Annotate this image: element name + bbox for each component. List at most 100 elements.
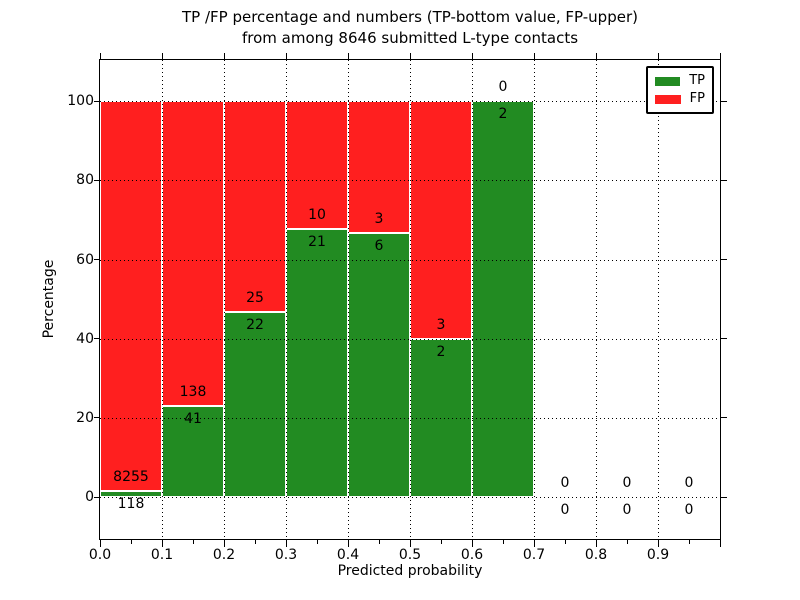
legend-swatch-tp (655, 76, 681, 86)
bar-tp-count-label: 118 (117, 496, 145, 513)
bar-tp-count-label: 0 (560, 502, 570, 519)
y-tick-right (721, 417, 727, 419)
bar-fp-count-label: 8255 (113, 469, 149, 486)
x-tick-bottom (471, 540, 473, 547)
x-tick-top (471, 53, 473, 59)
bar-tp-count-label: 0 (684, 502, 694, 519)
bar-tp-segment (224, 311, 286, 498)
x-tick-top (719, 53, 721, 59)
legend-swatch-fp (655, 94, 681, 104)
x-tick-label: 0.4 (336, 547, 360, 563)
bar-fp-segment (286, 101, 348, 229)
x-tick-label: 0.0 (88, 547, 112, 563)
chart-title-line1: TP /FP percentage and numbers (TP-bottom… (182, 8, 638, 26)
x-tick-bottom (285, 540, 287, 547)
bar-tp-segment (100, 491, 162, 498)
bar-tp-count-label: 21 (308, 233, 326, 250)
x-tick-top (161, 53, 163, 59)
y-tick-label: 0 (85, 489, 94, 506)
v-gridline (472, 60, 473, 539)
y-tick-label: 100 (67, 93, 94, 110)
grid-layer (100, 60, 720, 539)
y-tick-right (721, 100, 727, 102)
bar-fp-count-label: 0 (622, 475, 632, 492)
v-gridline (162, 60, 163, 539)
y-tick-left (94, 417, 100, 419)
x-minor-tick (192, 540, 194, 544)
v-gridline (534, 60, 535, 539)
v-gridline (410, 60, 411, 539)
bar-fp-count-label: 25 (246, 289, 264, 306)
v-gridline (658, 60, 659, 539)
x-minor-tick (502, 540, 504, 544)
y-tick-label: 20 (76, 409, 94, 426)
x-tick-bottom (409, 540, 411, 547)
x-tick-top (657, 53, 659, 59)
y-tick-label: 40 (76, 330, 94, 347)
plot-area: 8255 118 138 41 25 22 10 21 3 6 3 2 0 2 0 0 0 0 0 0 (99, 59, 721, 540)
y-tick-right (721, 259, 727, 261)
bar-labels-layer: 8255 118 138 41 25 22 10 21 3 6 3 2 0 2 0 0 0 0 0 0 (100, 60, 720, 539)
x-tick-top (595, 53, 597, 59)
v-gridline (286, 60, 287, 539)
x-tick-top (99, 53, 101, 59)
x-minor-tick (688, 540, 690, 544)
legend-entry-fp: FP (655, 92, 705, 106)
bar-fp-count-label: 3 (436, 316, 446, 333)
y-axis-label: Percentage (41, 259, 57, 339)
bar-fp-count-label: 138 (179, 384, 207, 401)
x-tick-top (347, 53, 349, 59)
bar-tp-count-label: 41 (184, 411, 202, 428)
bar-fp-count-label: 3 (374, 211, 384, 228)
y-tick-left (94, 496, 100, 498)
x-axis-label: Predicted probability (337, 563, 483, 579)
bar-fp-segment (162, 101, 224, 407)
bars-layer (100, 60, 720, 539)
legend-entry-tp: TP (655, 74, 705, 88)
x-tick-top (285, 53, 287, 59)
chart-title-line2: from among 8646 submitted L-type contact… (241, 29, 579, 47)
x-tick-bottom (223, 540, 225, 547)
x-tick-label: 0.1 (150, 547, 174, 563)
x-tick-label: 0.6 (460, 547, 484, 563)
x-tick-bottom (719, 540, 721, 547)
y-tick-left (94, 100, 100, 102)
x-tick-bottom (99, 540, 101, 547)
x-tick-bottom (533, 540, 535, 547)
x-minor-tick (626, 540, 628, 544)
v-gridline (348, 60, 349, 539)
bar-tp-segment (286, 228, 348, 498)
x-tick-bottom (595, 540, 597, 547)
x-tick-bottom (347, 540, 349, 547)
y-tick-label: 80 (76, 172, 94, 189)
y-tick-right (721, 496, 727, 498)
v-gridline (224, 60, 225, 539)
x-tick-bottom (657, 540, 659, 547)
x-minor-tick (130, 540, 132, 544)
x-minor-tick (316, 540, 318, 544)
y-tick-left (94, 338, 100, 340)
x-tick-bottom (161, 540, 163, 547)
y-tick-left (94, 179, 100, 181)
x-minor-tick (378, 540, 380, 544)
y-tick-left (94, 259, 100, 261)
x-tick-top (223, 53, 225, 59)
bar-tp-count-label: 2 (498, 106, 508, 123)
legend: TP FP (646, 66, 714, 114)
legend-label-fp: FP (689, 91, 705, 106)
y-tick-right (721, 179, 727, 181)
x-tick-label: 0.5 (398, 547, 422, 563)
bar-tp-count-label: 6 (374, 238, 384, 255)
x-tick-label: 0.2 (212, 547, 236, 563)
x-tick-top (409, 53, 411, 59)
x-tick-label: 0.7 (522, 547, 546, 563)
bar-tp-count-label: 22 (246, 316, 264, 333)
bar-fp-count-label: 10 (308, 206, 326, 223)
bar-fp-segment (410, 101, 472, 339)
bar-tp-count-label: 2 (436, 343, 446, 360)
legend-label-tp: TP (689, 73, 705, 88)
x-tick-label: 0.9 (646, 547, 670, 563)
x-tick-top (533, 53, 535, 59)
y-tick-right (721, 338, 727, 340)
